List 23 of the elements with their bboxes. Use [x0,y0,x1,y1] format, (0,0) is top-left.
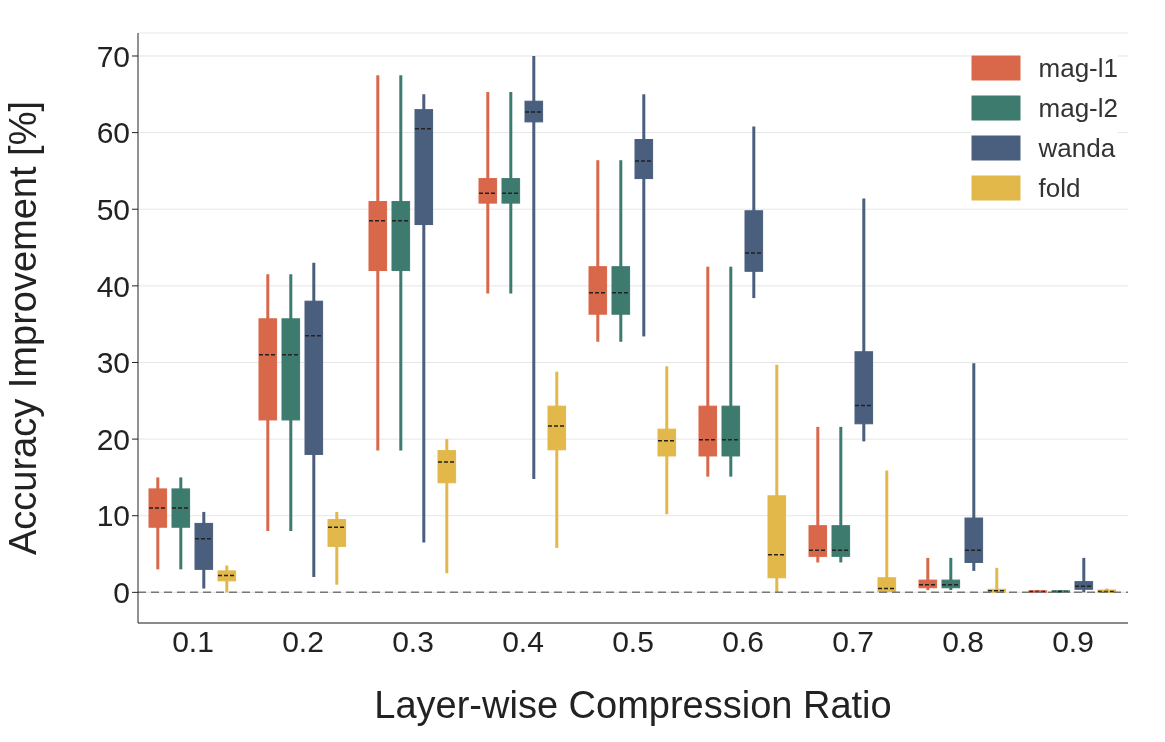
x-tick-label: 0.6 [722,625,764,659]
x-axis-title: Layer-wise Compression Ratio [374,684,892,726]
legend-label: mag-l2 [1038,92,1118,124]
x-tick-label: 0.1 [172,625,214,659]
y-tick-label: 0 [113,576,130,609]
y-tick-label: 60 [96,116,130,150]
legend-label: fold [1038,172,1081,204]
legend-label: mag-l1 [1038,52,1118,84]
x-tick-label: 0.8 [942,625,984,659]
x-tick-label: 0.9 [1052,625,1094,659]
y-axis-title: Accuracy Improvement [%] [2,100,45,556]
y-tick-label: 30 [96,346,130,380]
y-tick-label: 10 [96,499,130,533]
y-tick-label: 50 [96,192,130,226]
x-tick-label: 0.3 [392,625,434,659]
x-tick-label: 0.2 [282,625,324,659]
x-tick-label: 0.7 [832,625,874,659]
y-tick-label: 20 [96,422,130,456]
y-tick-label: 40 [96,269,130,303]
x-tick-label: 0.5 [612,625,654,659]
x-tick-label: 0.4 [502,625,544,659]
legend-label: wanda [1038,132,1116,164]
y-tick-label: 70 [96,39,130,73]
